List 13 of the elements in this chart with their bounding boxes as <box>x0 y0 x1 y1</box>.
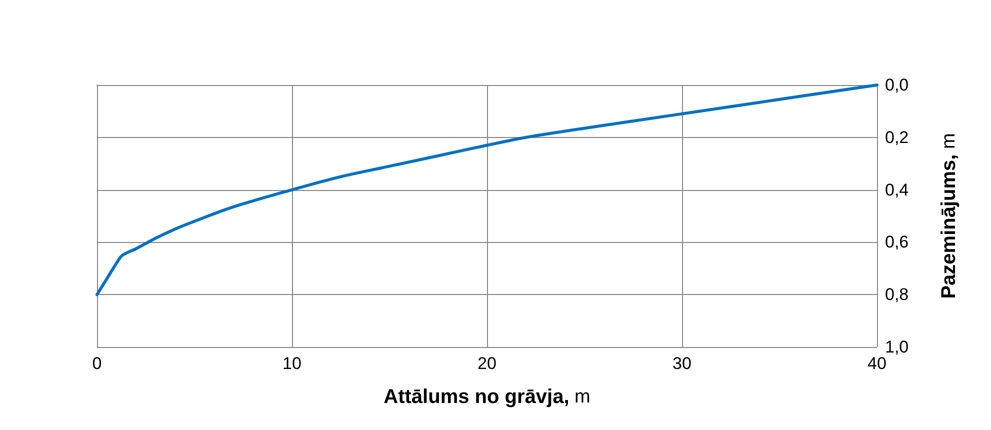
y-tick-label: 0,6 <box>885 232 909 252</box>
y-tick-label: 0,0 <box>885 76 909 94</box>
x-tick-label: 20 <box>478 354 496 373</box>
x-tick-label: 30 <box>672 354 692 373</box>
x-tick-label: 0 <box>92 354 102 373</box>
y-tick-label: 0,2 <box>885 128 909 147</box>
x-tick-label: 10 <box>282 354 302 373</box>
y-tick-label: 1,0 <box>885 338 909 356</box>
y-axis-title: Pazeminājums, m <box>938 133 960 299</box>
y-tick-label: 0,8 <box>885 285 909 304</box>
x-tick-label: 40 <box>868 354 886 373</box>
y-tick-label: 0,4 <box>885 180 909 200</box>
x-axis-title: Attālums no grāvja, m <box>384 386 590 408</box>
